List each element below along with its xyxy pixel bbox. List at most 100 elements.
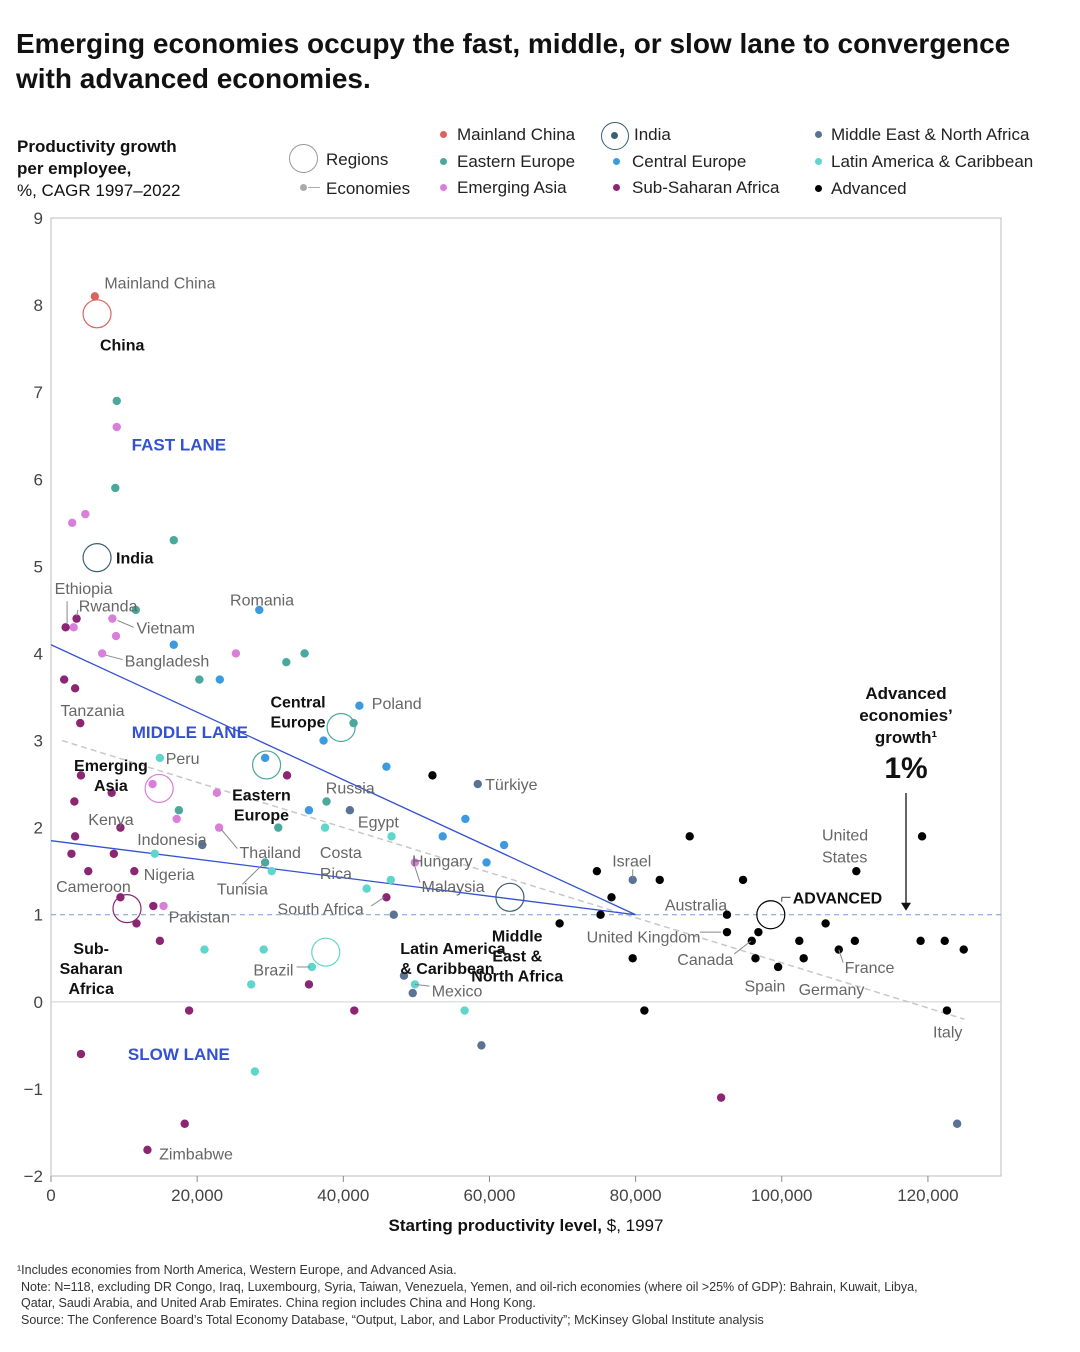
economy-label: Russia <box>326 781 375 798</box>
x-tick-label: 80,000 <box>610 1186 662 1205</box>
economy-point <box>76 1049 86 1059</box>
legend-economies: Economies <box>289 178 419 202</box>
economy-point <box>195 675 204 684</box>
economy-point <box>132 919 141 928</box>
economy-point <box>916 936 925 946</box>
x-tick-label: 120,000 <box>897 1186 958 1205</box>
region-label-line: Middle <box>492 929 543 946</box>
economy-point <box>773 962 783 972</box>
economy-point <box>952 1119 962 1128</box>
economy-label: Zimbabwe <box>159 1146 233 1163</box>
economy-label: Rwanda <box>79 599 138 616</box>
economy-label: Kenya <box>88 812 133 829</box>
economy-point <box>499 840 509 850</box>
economy-label: Bangladesh <box>125 653 210 670</box>
economy-point <box>250 1067 260 1076</box>
economy-point <box>97 649 107 658</box>
legend-economy-line <box>308 187 320 188</box>
economy-point <box>959 945 968 954</box>
region-marker <box>326 712 356 743</box>
y-tick-label: 3 <box>34 732 43 751</box>
region-marker <box>82 299 112 329</box>
economy-label: Italy <box>933 1024 962 1041</box>
economy-label: Thailand <box>240 845 301 862</box>
economy-point <box>112 396 121 406</box>
economy-point <box>67 849 76 858</box>
economy-label: Rica <box>320 866 352 883</box>
economy-point <box>821 919 830 928</box>
economy-point <box>148 779 157 789</box>
label-leader-line <box>414 866 421 883</box>
y-tick-label: 7 <box>34 383 43 402</box>
economy-point <box>260 753 270 763</box>
economy-label: Cameroon <box>56 879 131 896</box>
economy-point <box>738 875 748 885</box>
economy-point <box>70 797 79 806</box>
region-label-line: Latin America <box>400 941 505 958</box>
region-label: Emerging Asia <box>74 758 148 795</box>
economy-point <box>59 675 69 684</box>
legend-economies-label: Economies <box>326 179 411 198</box>
arrow-head-icon <box>901 902 911 911</box>
label-leader-line <box>242 863 264 885</box>
lane-label: SLOW LANE <box>128 1045 230 1064</box>
region-label: India <box>116 551 153 568</box>
economy-label: Indonesia <box>137 832 206 849</box>
economy-label: Canada <box>677 952 733 969</box>
y-tick-label: 5 <box>34 557 43 576</box>
legend-label: Middle East & North Africa <box>831 125 1030 144</box>
region-marker <box>144 773 174 804</box>
footnote-1: ¹Includes economies from North America, … <box>17 1263 457 1277</box>
economy-label: Türkiye <box>485 777 538 794</box>
advanced-growth-value: 1% <box>884 752 927 785</box>
lane-boundary-line <box>50 840 636 916</box>
economy-point <box>169 640 178 649</box>
region-label: Latin America & Caribbean <box>400 941 505 978</box>
economy-label: Spain <box>745 978 786 995</box>
x-tick-label: 40,000 <box>317 1186 369 1205</box>
region-label: Eastern Europe <box>232 788 291 825</box>
economy-point <box>319 736 328 745</box>
economy-point <box>198 840 207 850</box>
y-tick-label: −2 <box>24 1167 43 1186</box>
economy-point <box>69 623 78 632</box>
region-label-line: East & <box>492 949 542 966</box>
economy-point <box>274 823 283 832</box>
economy-point <box>149 901 158 911</box>
economy-point <box>282 771 292 780</box>
legend-label: India <box>634 125 671 144</box>
economy-point <box>155 753 165 763</box>
region-label-line: Emerging <box>74 758 148 775</box>
legend-item-central-europe: Central Europe <box>611 152 771 176</box>
lane-boundary-line <box>50 644 636 916</box>
economy-label: France <box>845 960 895 977</box>
economy-point <box>461 814 470 824</box>
economy-point <box>112 422 121 432</box>
economy-point <box>852 866 861 876</box>
x-axis-title-bold: Starting productivity level, <box>389 1216 607 1235</box>
legend-ring-icon <box>601 122 629 150</box>
legend-label: Advanced <box>831 179 907 198</box>
label-leader-line <box>733 940 752 955</box>
legend-dot-icon <box>440 131 447 138</box>
economy-point <box>111 631 121 641</box>
economy-point <box>716 1093 726 1102</box>
economy-point <box>438 832 447 841</box>
label-leader-line <box>838 949 844 963</box>
legend-dot-icon <box>440 158 447 165</box>
legend-item-sub-saharan-africa: Sub-Saharan Africa <box>611 178 791 202</box>
region-label-line: Saharan <box>60 961 123 978</box>
economy-label: Mainland China <box>104 275 215 292</box>
y-tick-label: 2 <box>34 819 43 838</box>
legend-item-india: India <box>601 122 761 150</box>
region-label-line: India <box>116 551 153 568</box>
economy-point <box>555 919 564 928</box>
lane-label: MIDDLE LANE <box>132 723 248 742</box>
scatter-chart: −2 −1 0 1 2 3 4 5 6 7 8 9 0 20,000 40,000 60,000 80,000 1… <box>24 209 1002 1235</box>
y-axis-title: Productivity growth per employee, %, CAG… <box>17 136 192 202</box>
economy-point <box>300 649 309 658</box>
economy-point <box>382 762 391 771</box>
legend-dot-icon <box>815 158 822 165</box>
lane-label: FAST LANE <box>132 435 226 454</box>
plot-frame <box>50 217 1002 1177</box>
